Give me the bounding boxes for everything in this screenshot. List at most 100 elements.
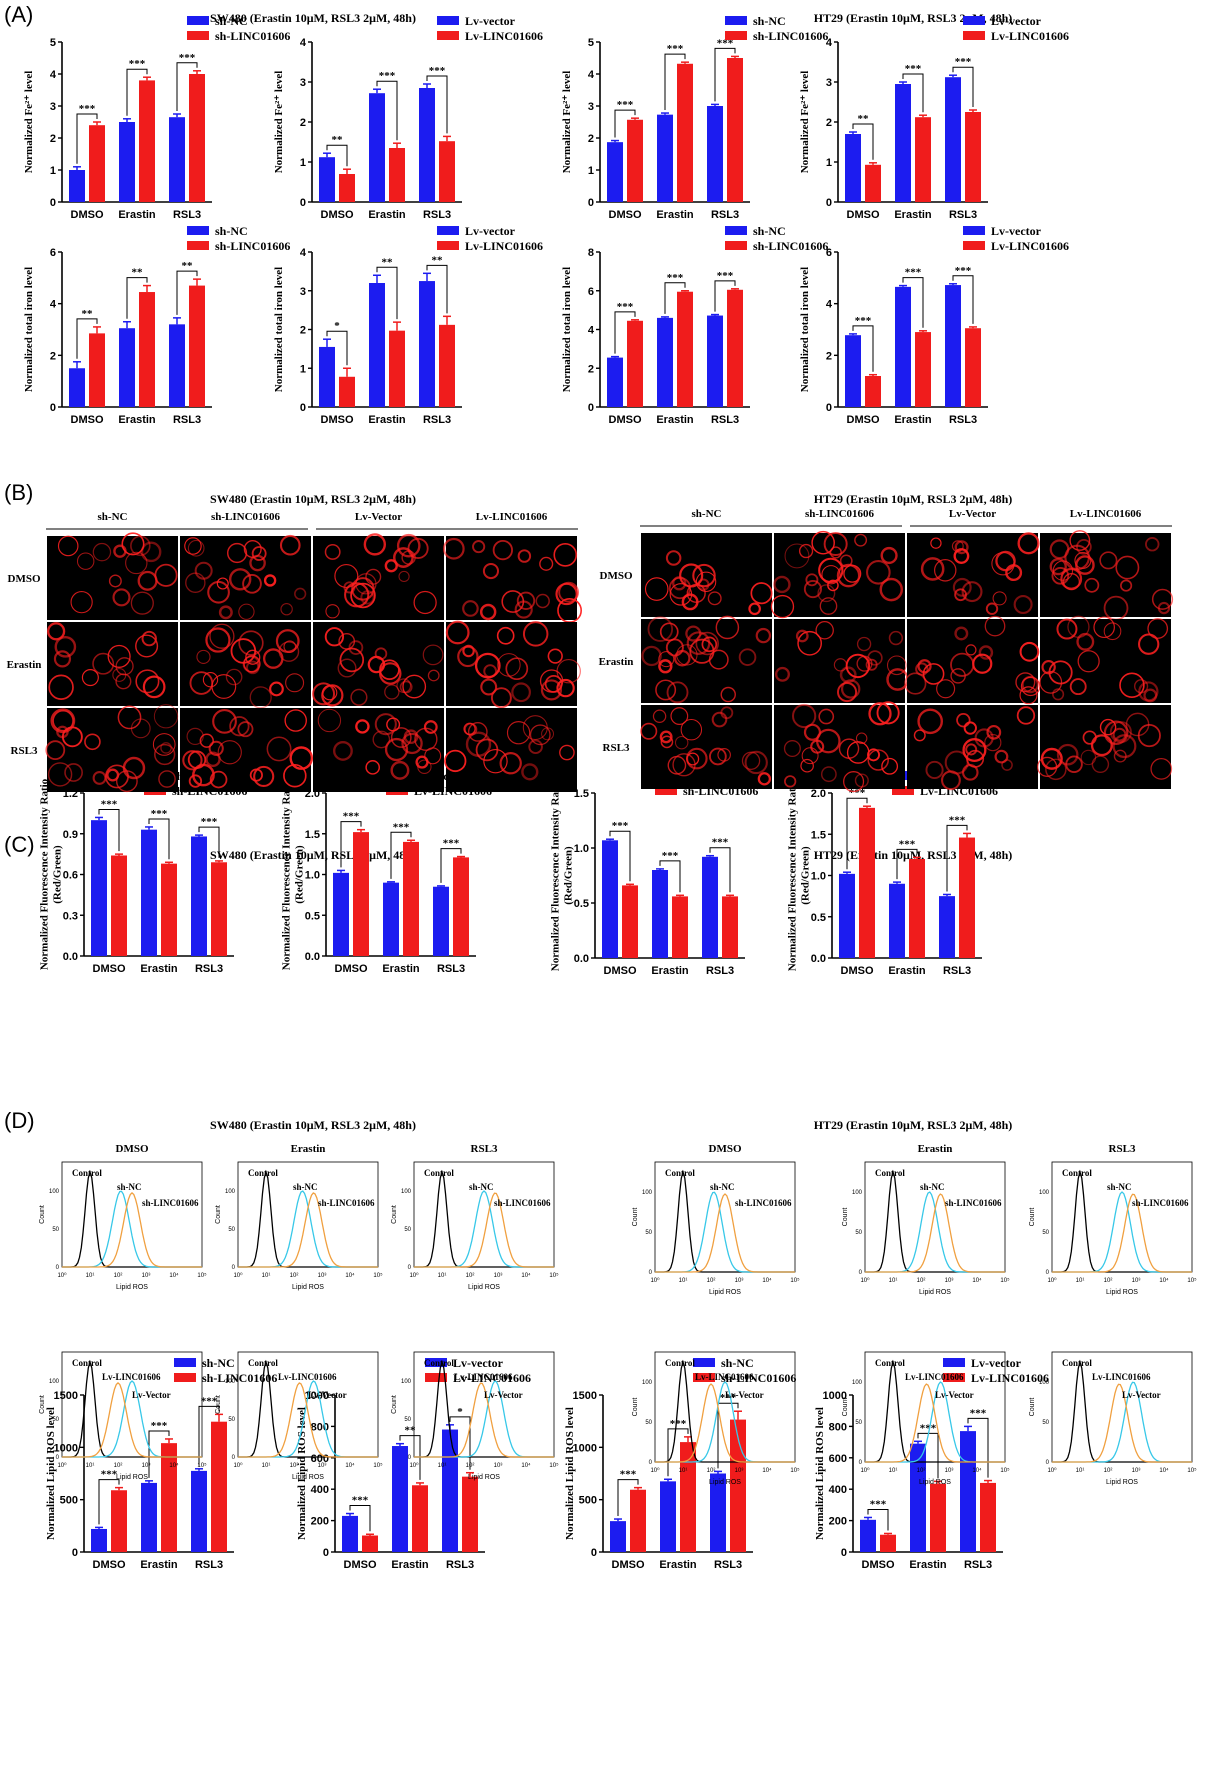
y-tick-label: 1000 [305, 1390, 329, 1402]
significance-marker: *** [720, 1392, 737, 1404]
bar-sh-nc [169, 117, 185, 202]
x-tick-label: 10¹ [889, 1278, 898, 1284]
y-tick-label: 0.5 [574, 898, 589, 910]
bar-lv-vector [960, 1431, 976, 1552]
cell-stain [205, 751, 221, 768]
cell-stain [135, 634, 159, 658]
y-tick-label: 100 [1039, 1190, 1050, 1196]
bar-sh-linc01606 [189, 285, 205, 407]
cell-stain [865, 658, 878, 671]
significance-marker: *** [662, 850, 679, 862]
x-tick-label: RSL3 [949, 209, 977, 221]
y-tick-label: 0 [1046, 1270, 1050, 1276]
cell-stain [384, 684, 400, 700]
cell-stain [374, 713, 397, 736]
flow-histogram: Count Lipid ROS 10⁰ 10¹ 10² 10³ 10⁴ 10⁵ 0 50 100 Co… [215, 1351, 383, 1481]
cell-stain [266, 736, 292, 762]
lv-linc-histogram [1052, 1383, 1192, 1463]
cell-stain [658, 651, 675, 668]
cell-stain [112, 588, 131, 607]
y-tick-label: 100 [852, 1380, 863, 1386]
cell-stain [490, 687, 512, 709]
micrograph [641, 615, 772, 704]
significance-marker: *** [955, 56, 972, 68]
x-axis-label: Lipid ROS [292, 1474, 324, 1481]
significance-marker: *** [443, 838, 460, 850]
control-label: Control [424, 1168, 454, 1178]
bar-lv-vector [442, 1429, 458, 1552]
x-tick-label: DMSO [612, 1559, 645, 1571]
x-tick-label: 10³ [735, 1278, 744, 1284]
y-tick-label: 0 [1046, 1460, 1050, 1466]
x-tick-label: 10¹ [679, 1278, 688, 1284]
significance-bracket [609, 830, 631, 882]
cell-stain [516, 591, 536, 610]
cell-stain [556, 678, 575, 698]
bar-sh-nc [602, 840, 618, 958]
cell-stain [647, 616, 674, 642]
y-tick-label: 0.0 [811, 953, 826, 965]
cell-stain [374, 647, 388, 660]
x-tick-label: 10² [707, 1278, 716, 1284]
cell-stain [952, 577, 972, 597]
control-label: Control [72, 1358, 102, 1368]
cell-stain [692, 563, 716, 588]
bar-sh-linc01606 [89, 125, 105, 202]
y-tick-label: 0 [323, 1547, 329, 1559]
micrograph [180, 622, 311, 709]
cell-stain [954, 540, 969, 555]
cell-stain [820, 766, 837, 783]
y-tick-label: 0 [300, 402, 306, 414]
x-tick-label: DMSO [847, 209, 880, 221]
x-tick-label: 10⁵ [1000, 1467, 1010, 1474]
cell-stain [1147, 618, 1169, 639]
significance-marker: *** [667, 43, 684, 55]
cell-stain [160, 742, 172, 754]
bar-lv-vector [383, 882, 399, 956]
column-label: sh-NC [692, 508, 722, 520]
cell-stain [1017, 532, 1040, 555]
cell-stain [529, 724, 551, 746]
significance-marker: *** [970, 1407, 987, 1419]
cell-stain [528, 739, 543, 755]
micrograph [904, 615, 1041, 705]
bar-lv-vector [945, 77, 961, 202]
bar-sh-nc [141, 829, 157, 956]
y-tick-label: 0.5 [305, 910, 320, 922]
significance-bracket [896, 848, 918, 880]
bar-lv-vector [945, 285, 961, 407]
x-tick-label: 10⁵ [197, 1462, 207, 1469]
cell-stain [559, 744, 575, 761]
x-tick-label: DMSO [609, 209, 642, 221]
cell-stain [1039, 670, 1063, 694]
x-tick-label: 10³ [142, 1273, 151, 1279]
cell-stain [64, 763, 83, 782]
legend-label: Lv-LINC01606 [453, 1371, 531, 1385]
cell-stain [950, 668, 966, 684]
cell-stain [984, 615, 1006, 637]
x-tick-label: DMSO [321, 209, 354, 221]
plot-frame [654, 1161, 796, 1273]
y-tick-label: 50 [855, 1230, 862, 1236]
micrograph-background [313, 622, 444, 706]
cell-stain [951, 540, 964, 553]
legend-swatch [963, 241, 985, 250]
y-tick-label: 0 [588, 197, 594, 209]
cell-stain [1056, 618, 1078, 640]
sh-linc-label: sh-LINC01606 [494, 1198, 551, 1208]
y-tick-label: 0 [649, 1460, 653, 1466]
cell-stain [188, 774, 203, 788]
cell-stain [1103, 720, 1129, 746]
cell-stain [750, 582, 773, 605]
cell-stain [211, 674, 237, 699]
y-axis-label: Normalized Fe²⁺ level [561, 71, 573, 174]
cell-stain [840, 679, 861, 699]
micrograph [313, 533, 444, 620]
cell-stain [54, 635, 77, 658]
legend-label: Lv-vector [991, 14, 1042, 28]
cell-stain [665, 550, 682, 566]
y-axis-label: Count [1029, 1208, 1036, 1227]
legend-swatch [963, 31, 985, 40]
control-label: Control [248, 1358, 278, 1368]
cell-stain [117, 705, 142, 730]
